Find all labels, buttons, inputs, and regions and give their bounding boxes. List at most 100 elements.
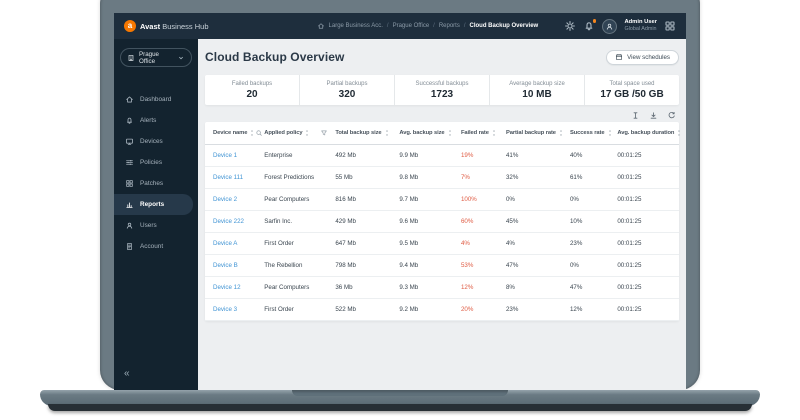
column-header-avg-backup-size[interactable]: Avg. backup size: [399, 129, 461, 137]
sidebar-item-reports[interactable]: Reports: [114, 194, 193, 215]
table-row: Device A First Order 647 Mb 9.5 Mb 4% 4%…: [205, 233, 679, 255]
sliders-icon: [126, 160, 133, 165]
sidebar-collapse-icon[interactable]: «: [124, 368, 130, 379]
cell-total-backup-size: 492 Mb: [335, 152, 356, 159]
avatar[interactable]: [602, 18, 618, 34]
stat-average-backup-size: Average backup size 10 MB: [489, 75, 584, 105]
sidebar-item-label: Devices: [140, 138, 163, 145]
sort-icon[interactable]: [447, 129, 453, 137]
column-header-failed-rate[interactable]: Failed rate: [461, 129, 506, 137]
filter-icon[interactable]: [320, 129, 328, 137]
topbar-actions: Admin User Global Admin: [564, 18, 676, 34]
org-selector[interactable]: Prague Office: [120, 48, 192, 67]
sidebar-item-patches[interactable]: Patches: [114, 173, 193, 194]
user-info[interactable]: Admin User Global Admin: [624, 19, 657, 32]
device-link[interactable]: Device 2: [213, 196, 238, 203]
stat-partial-backups: Partial backups 320: [299, 75, 394, 105]
table-row: Device 111 Forest Predictions 55 Mb 9.8 …: [205, 167, 679, 189]
sort-icon[interactable]: [304, 129, 310, 137]
chevron-down-icon: [179, 56, 183, 59]
download-icon[interactable]: [649, 111, 658, 120]
sidebar-item-policies[interactable]: Policies: [114, 152, 193, 173]
sort-icon[interactable]: [558, 129, 564, 137]
table-row: Device 1 Enterprise 492 Mb 9.9 Mb 19% 41…: [205, 145, 679, 167]
refresh-icon[interactable]: [667, 111, 676, 120]
cell-partial-backup-rate: 45%: [505, 218, 519, 225]
sidebar-item-users[interactable]: Users: [114, 215, 193, 236]
sort-icon[interactable]: [491, 129, 497, 137]
cell-total-backup-size: 55 Mb: [335, 174, 353, 181]
column-header-partial-backup-rate[interactable]: Partial backup rate: [506, 129, 570, 137]
device-link[interactable]: Device A: [213, 240, 238, 247]
column-header-avg-backup-duration[interactable]: Avg. backup duration: [617, 129, 682, 137]
cell-success-rate: 61%: [569, 174, 583, 181]
sidebar-item-alerts[interactable]: Alerts: [114, 110, 193, 131]
cell-applied-policy: Pear Computers: [264, 196, 310, 203]
column-header-total-backup-size[interactable]: Total backup size: [335, 129, 399, 137]
breadcrumb: Large Business Acc. / Prague Office / Re…: [317, 22, 538, 30]
sidebar-item-account[interactable]: Account: [114, 236, 193, 257]
cell-partial-backup-rate: 23%: [505, 306, 519, 313]
device-link[interactable]: Device 222: [213, 218, 244, 225]
sidebar-item-devices[interactable]: Devices: [114, 131, 193, 152]
cell-failed-rate: 4%: [460, 240, 470, 247]
cell-total-backup-size: 816 Mb: [335, 196, 356, 203]
cell-avg-backup-size: 9.7 Mb: [399, 196, 419, 203]
device-link[interactable]: Device B: [213, 262, 238, 269]
cell-avg-backup-duration: 00:01:25: [617, 262, 642, 269]
cell-avg-backup-duration: 00:01:25: [617, 306, 642, 313]
sidebar-item-dashboard[interactable]: Dashboard: [114, 89, 193, 110]
sort-icon[interactable]: [384, 129, 390, 137]
cell-avg-backup-duration: 00:01:25: [617, 284, 642, 291]
cell-avg-backup-size: 9.6 Mb: [399, 218, 419, 225]
cell-failed-rate: 53%: [460, 262, 474, 269]
calendar-icon: [616, 54, 623, 60]
reports-chart-icon: [126, 202, 133, 208]
breadcrumb-item[interactable]: Prague Office: [392, 23, 430, 29]
breadcrumb-item[interactable]: Reports: [438, 23, 460, 29]
cell-avg-backup-duration: 00:01:25: [617, 240, 642, 247]
breadcrumb-item[interactable]: Large Business Acc.: [328, 23, 383, 29]
patches-grid-icon: [126, 180, 133, 187]
brand: a Avast Business Hub: [124, 20, 209, 32]
device-link[interactable]: Device 3: [213, 306, 238, 313]
person-icon: [607, 23, 613, 30]
gear-icon[interactable]: [564, 20, 576, 32]
cell-success-rate: 0%: [569, 196, 579, 203]
monitor-icon: [126, 138, 133, 145]
stats-bar: Failed backups 20 Partial backups 320 Su…: [205, 75, 679, 105]
home-icon: [317, 23, 324, 29]
cell-success-rate: 12%: [569, 306, 583, 313]
sort-icon[interactable]: [676, 129, 682, 137]
sidebar-item-label: Policies: [140, 159, 163, 166]
column-header-device-name[interactable]: Device name: [205, 129, 264, 137]
sort-icon[interactable]: [249, 129, 255, 137]
column-header-success-rate[interactable]: Success rate: [570, 129, 617, 137]
stat-value: 10 MB: [522, 88, 552, 100]
cell-success-rate: 0%: [569, 262, 579, 269]
notifications-bell[interactable]: [583, 19, 597, 32]
notification-dot: [592, 19, 597, 23]
cell-applied-policy: Forest Predictions: [264, 174, 315, 181]
view-schedules-button[interactable]: View schedules: [606, 49, 679, 65]
breadcrumb-separator: /: [463, 23, 466, 29]
cell-success-rate: 10%: [569, 218, 583, 225]
columns-icon[interactable]: [631, 111, 640, 120]
dashboard-icon: [126, 96, 133, 103]
stat-value: 17 GB /50 GB: [600, 88, 664, 100]
stat-label: Total space used: [609, 80, 655, 87]
breadcrumb-separator: /: [433, 23, 435, 29]
device-link[interactable]: Device 111: [213, 174, 244, 181]
cell-success-rate: 40%: [569, 152, 583, 159]
column-header-applied-policy[interactable]: Applied policy: [264, 129, 335, 137]
stat-label: Failed backups: [231, 80, 273, 87]
cell-applied-policy: The Rebellion: [264, 262, 303, 269]
search-icon[interactable]: [255, 129, 263, 137]
table-header: Device name Applied policy Total backup …: [205, 122, 682, 145]
device-link[interactable]: Device 1: [213, 152, 238, 159]
sort-icon[interactable]: [607, 129, 613, 137]
apps-grid-icon[interactable]: [664, 20, 676, 32]
device-link[interactable]: Device 12: [213, 284, 241, 291]
view-schedules-label: View schedules: [627, 53, 670, 61]
